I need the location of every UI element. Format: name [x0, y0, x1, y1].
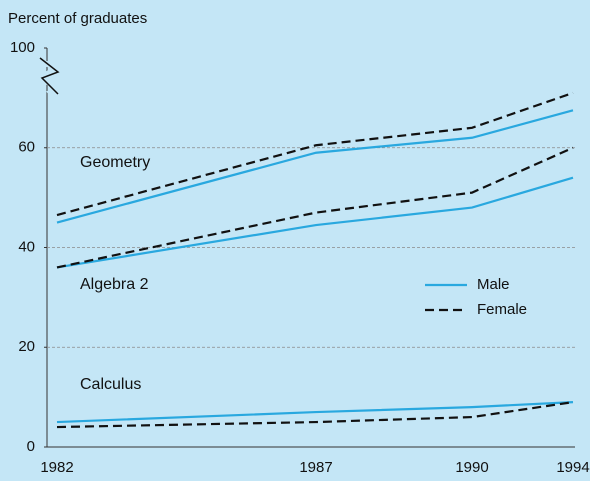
series-label: Geometry — [80, 154, 150, 171]
line-male — [56, 176, 574, 269]
line-female — [56, 91, 574, 217]
x-tick-label: 1990 — [455, 459, 488, 476]
series-label: Algebra 2 — [80, 276, 149, 293]
line-female — [56, 146, 574, 269]
line-male — [56, 401, 574, 424]
x-tick-label: 1982 — [40, 459, 73, 476]
x-tick-label: 1994 — [556, 459, 589, 476]
legend-label: Female — [477, 301, 527, 318]
axis-break-gap — [36, 59, 67, 97]
legend-label: Male — [477, 276, 510, 293]
axis-break — [39, 57, 60, 95]
y-tick-label: 100 — [10, 39, 35, 56]
line-male — [56, 109, 574, 224]
line-female — [56, 401, 574, 429]
y-tick-label: 20 — [18, 338, 35, 355]
x-tick-label: 1987 — [299, 459, 332, 476]
y-tick-label: 60 — [18, 139, 35, 156]
series-label: Calculus — [80, 376, 141, 393]
y-tick-label: 0 — [27, 438, 35, 455]
y-axis-title: Percent of graduates — [8, 10, 147, 27]
y-tick-label: 40 — [18, 238, 35, 255]
